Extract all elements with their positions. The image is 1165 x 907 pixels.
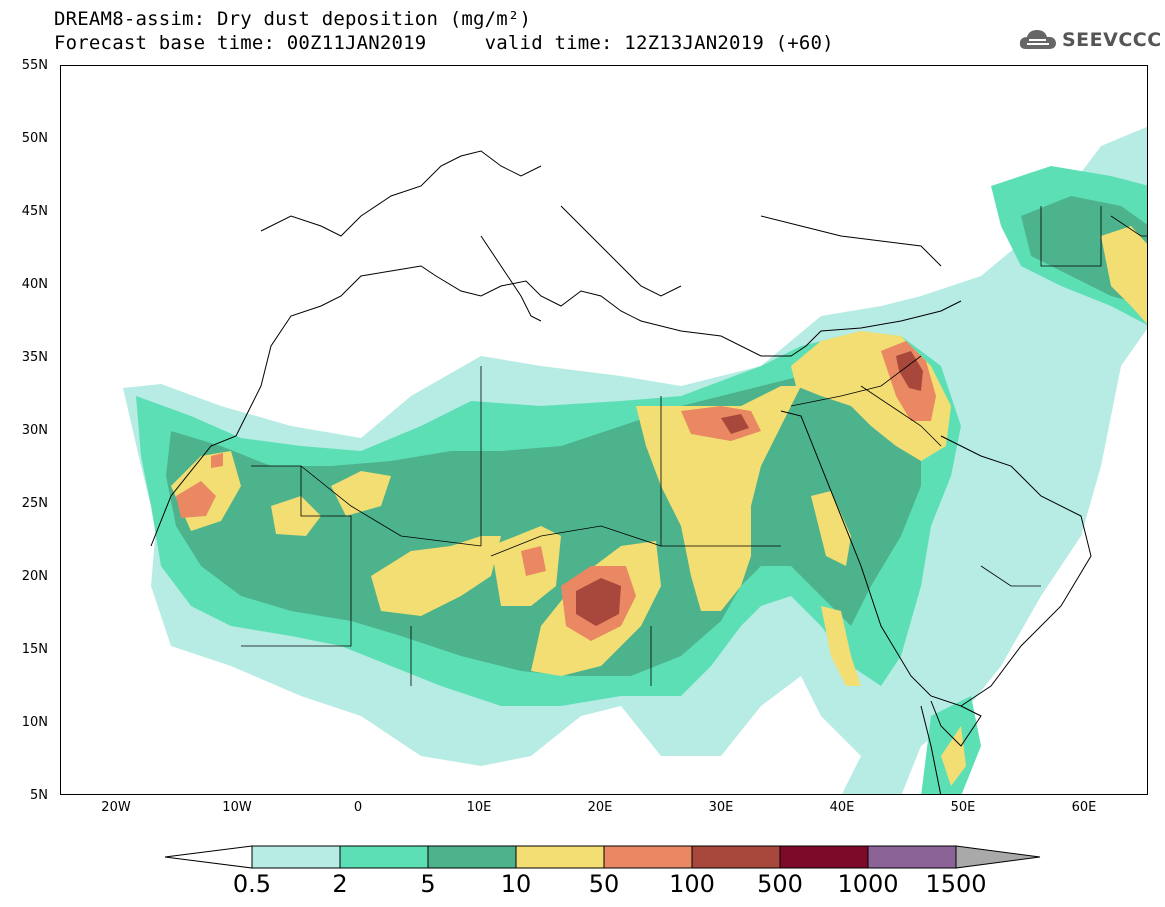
- colorbar-label: 100: [669, 870, 715, 898]
- colorbar-label: 2: [332, 870, 348, 898]
- lat-label: 10N: [21, 715, 48, 730]
- colorbar-label: 50: [588, 870, 620, 898]
- colorbar-swatch-1000: [867, 845, 957, 869]
- lat-label: 5N: [30, 788, 48, 803]
- seevccc-logo: SEEVCCC: [1018, 27, 1162, 53]
- colorbar-label: 10: [500, 870, 532, 898]
- colorbar-swatch-500: [779, 845, 869, 869]
- lon-label: 20E: [587, 800, 613, 815]
- lat-label: 15N: [21, 642, 48, 657]
- map-subtitle: Forecast base time: 00Z11JAN2019 valid t…: [54, 32, 834, 54]
- colorbar-high-arrow: [955, 845, 1041, 869]
- lon-label: 60E: [1071, 800, 1097, 815]
- lon-label: 20W: [101, 800, 131, 815]
- colorbar-swatch-5: [427, 845, 517, 869]
- lat-label: 30N: [21, 423, 48, 438]
- colorbar-label: 0.5: [232, 870, 272, 898]
- cloud-icon: [1019, 30, 1056, 49]
- colorbar-label: 1000: [837, 870, 899, 898]
- colorbar-swatch-10: [515, 845, 605, 869]
- lon-label: 30E: [708, 800, 734, 815]
- colorbar-low-arrow: [164, 845, 253, 869]
- lat-label: 55N: [21, 58, 48, 73]
- logo-text: SEEVCCC: [1062, 29, 1162, 51]
- level-100-area: [576, 351, 923, 626]
- lon-label: 0: [353, 800, 363, 815]
- lon-label: 10W: [222, 800, 252, 815]
- lat-label: 40N: [21, 277, 48, 292]
- coastlines: [150, 150, 1092, 794]
- colorbar-label: 500: [757, 870, 803, 898]
- lat-label: 20N: [21, 569, 48, 584]
- lon-label: 50E: [950, 800, 976, 815]
- map-title: DREAM8-assim: Dry dust deposition (mg/m²…: [54, 8, 532, 30]
- dust-deposition-field: [123, 126, 1147, 794]
- lon-label: 40E: [829, 800, 855, 815]
- lat-label: 45N: [21, 204, 48, 219]
- lat-label: 25N: [21, 496, 48, 511]
- lat-label: 50N: [21, 131, 48, 146]
- colorbar-swatch-0-5: [251, 845, 341, 869]
- country-borders: [241, 206, 1147, 686]
- map-plot-area: [60, 65, 1148, 795]
- lat-label: 35N: [21, 350, 48, 365]
- colorbar-swatch-100: [691, 845, 781, 869]
- level-10-area: [171, 226, 1147, 786]
- colorbar-label: 5: [420, 870, 436, 898]
- lon-label: 10E: [466, 800, 492, 815]
- colorbar-swatch-50: [603, 845, 693, 869]
- colorbar-label: 1500: [925, 870, 987, 898]
- colorbar-swatch-2: [339, 845, 429, 869]
